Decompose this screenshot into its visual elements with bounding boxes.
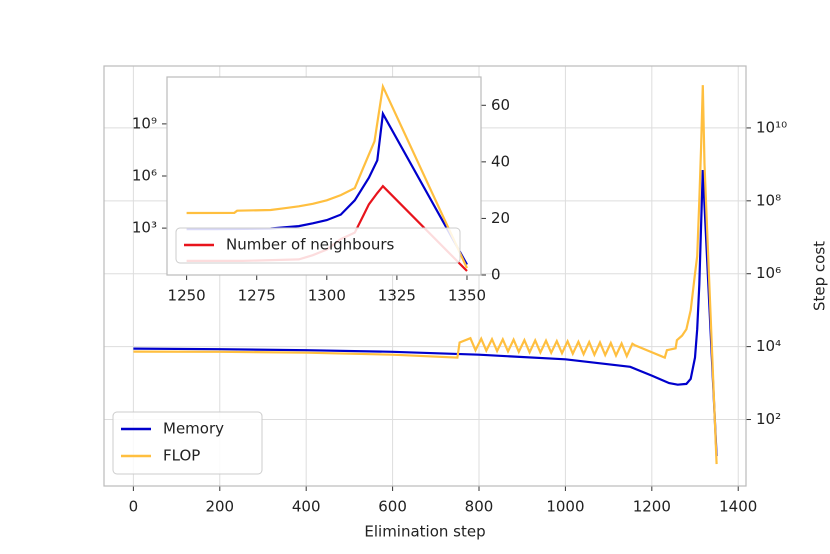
y2-tick-label: 60 [491,96,510,114]
x-tick-label: 1400 [719,498,757,516]
x-tick-label: 1325 [378,287,416,305]
x-tick-label: 1350 [448,287,486,305]
y-tick-label: 10⁹ [132,114,157,132]
x-tick-label: 1275 [238,287,276,305]
plot-frame [166,76,482,276]
series-line [133,169,718,457]
x-tick-label: 200 [205,498,234,516]
plot-frame [103,65,747,487]
x-tick-label: 1000 [546,498,584,516]
y-tick-label: 10⁶ [756,264,781,282]
legend-label: Memory [163,420,224,438]
legend-label: Number of neighbours [226,236,395,254]
y2-tick-label: 40 [491,152,510,170]
y-tick-label: 10⁸ [756,191,781,209]
x-tick-label: 0 [129,498,139,516]
series-line [186,82,468,269]
legend-box [175,227,461,264]
legend-label: FLOP [163,447,200,465]
y-tick-label: 10¹⁰ [756,118,787,136]
x-tick-label: 400 [292,498,321,516]
legend-box [112,411,263,475]
y-axis-label: Step cost [811,241,829,311]
y-tick-label: 10² [756,410,781,428]
y-tick-label: 10³ [132,219,157,237]
y2-tick-label: 0 [491,266,501,284]
plot: 1250 1275 1300 1325 1350 10³ 10⁶ 10⁹ 0 20 40 60 Numb… [132,76,510,305]
x-tick-label: 1300 [308,287,346,305]
x-tick-label: 1200 [633,498,671,516]
y-tick-label: 10⁶ [132,167,157,185]
x-tick-label: 800 [465,498,494,516]
y2-tick-label: 20 [491,209,510,227]
x-tick-label: 600 [378,498,407,516]
series-line [133,85,718,465]
x-tick-label: 1250 [168,287,206,305]
y-tick-label: 10⁴ [756,337,781,355]
x-axis-label: Elimination step [364,523,485,541]
